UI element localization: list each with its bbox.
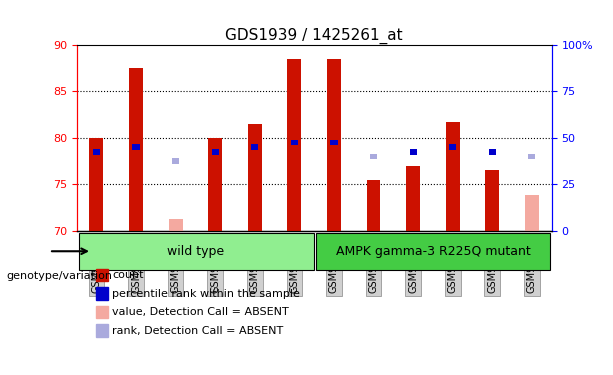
Bar: [132, 144, 140, 150]
Bar: [78, 232, 314, 270]
Bar: [409, 149, 417, 154]
Bar: [525, 195, 539, 231]
Bar: [96, 306, 107, 318]
Bar: [208, 138, 222, 231]
Text: rank, Detection Call = ABSENT: rank, Detection Call = ABSENT: [112, 326, 283, 336]
Title: GDS1939 / 1425261_at: GDS1939 / 1425261_at: [226, 27, 403, 44]
Bar: [370, 154, 377, 159]
Bar: [93, 149, 100, 154]
Text: AMPK gamma-3 R225Q mutant: AMPK gamma-3 R225Q mutant: [335, 245, 530, 258]
Bar: [406, 166, 420, 231]
Text: count: count: [112, 270, 144, 280]
Bar: [211, 149, 219, 154]
Bar: [327, 59, 341, 231]
Bar: [96, 269, 107, 281]
Bar: [172, 158, 179, 164]
Bar: [129, 68, 143, 231]
Text: percentile rank within the sample: percentile rank within the sample: [112, 288, 300, 298]
Bar: [96, 287, 107, 300]
Bar: [251, 144, 258, 150]
Bar: [446, 122, 460, 231]
Text: value, Detection Call = ABSENT: value, Detection Call = ABSENT: [112, 307, 289, 317]
Text: wild type: wild type: [167, 245, 224, 258]
Bar: [248, 124, 262, 231]
Bar: [96, 324, 107, 337]
Bar: [169, 219, 183, 231]
Bar: [367, 180, 381, 231]
Bar: [89, 138, 104, 231]
Text: genotype/variation: genotype/variation: [6, 271, 112, 280]
Bar: [330, 140, 338, 145]
Bar: [316, 232, 550, 270]
Bar: [287, 59, 302, 231]
Bar: [485, 170, 499, 231]
Bar: [489, 149, 496, 154]
Bar: [528, 154, 536, 159]
Bar: [449, 144, 456, 150]
Bar: [291, 140, 298, 145]
